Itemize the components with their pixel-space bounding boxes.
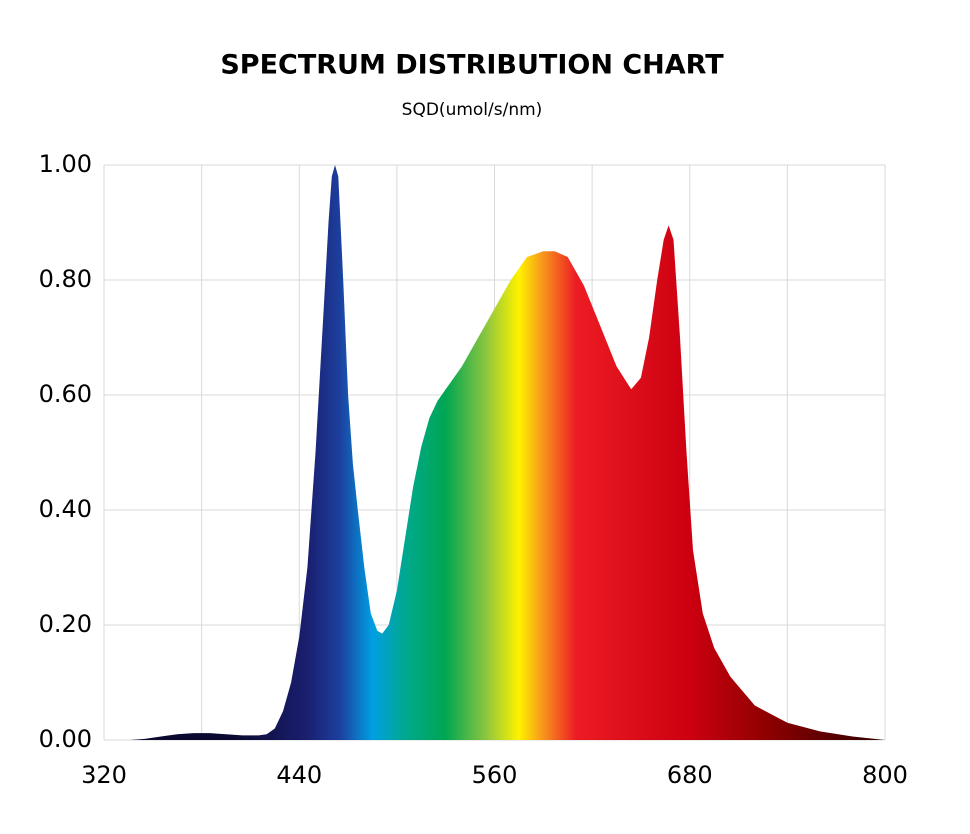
chart-title: SPECTRUM DISTRIBUTION CHART: [220, 50, 724, 81]
spectrum-area: [130, 165, 885, 740]
y-tick-label: 0.20: [39, 610, 92, 638]
y-tick-label: 0.60: [39, 380, 92, 408]
x-tick-label: 800: [862, 761, 908, 789]
y-tick-label: 0.80: [39, 265, 92, 293]
chart-subtitle: SQD(umol/s/nm): [402, 100, 543, 120]
x-tick-label: 320: [81, 761, 127, 789]
x-tick-label: 440: [276, 761, 322, 789]
y-tick-label: 0.00: [39, 725, 92, 753]
y-tick-label: 1.00: [39, 150, 92, 178]
x-tick-label: 560: [472, 761, 518, 789]
x-tick-label: 680: [667, 761, 713, 789]
y-tick-label: 0.40: [39, 495, 92, 523]
